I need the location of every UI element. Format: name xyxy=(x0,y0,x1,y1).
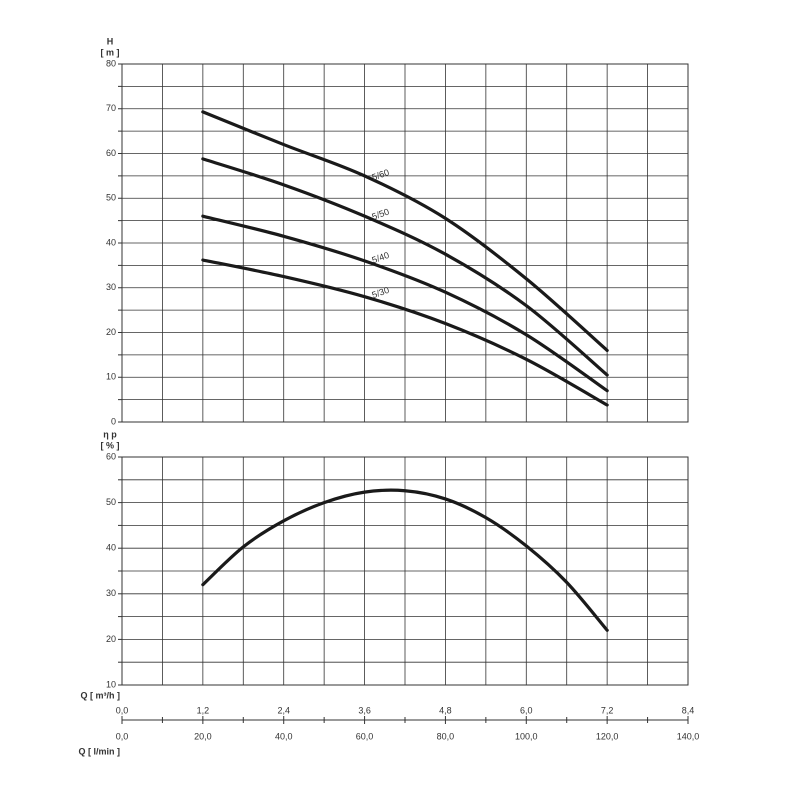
y-tick-label: 30 xyxy=(106,588,116,598)
y-tick-label: 50 xyxy=(106,497,116,507)
series-label: 5/40 xyxy=(371,250,391,265)
y-tick-label: 10 xyxy=(106,679,116,689)
curve xyxy=(201,258,609,407)
y-tick-label: 30 xyxy=(106,282,116,292)
y-tick-label: 20 xyxy=(106,327,116,337)
y-tick-label: 50 xyxy=(106,193,116,203)
curve xyxy=(201,488,609,632)
x-axis-title: Q [ m³/h ] xyxy=(81,690,121,700)
x-tick-label: 7,2 xyxy=(601,705,614,715)
x2-tick-label: 40,0 xyxy=(275,731,293,741)
y-tick-label: 20 xyxy=(106,634,116,644)
x-tick-label: 3,6 xyxy=(358,705,371,715)
x2-tick-label: 0,0 xyxy=(116,731,129,741)
curve xyxy=(201,157,609,377)
series-label: 5/50 xyxy=(371,206,391,221)
y-tick-label: 10 xyxy=(106,372,116,382)
plot-frame xyxy=(121,456,689,686)
y-tick-label: 80 xyxy=(106,58,116,68)
y-axis-title: η p xyxy=(103,429,117,439)
plot-frame xyxy=(121,63,689,423)
y-axis-unit: [ % ] xyxy=(101,440,120,450)
y-axis-title: H xyxy=(107,36,114,46)
y-axis-unit: [ m ] xyxy=(101,47,120,57)
x2-tick-label: 140,0 xyxy=(677,731,700,741)
x-tick-label: 2,4 xyxy=(277,705,290,715)
series-label: 5/30 xyxy=(371,285,391,300)
x2-tick-label: 80,0 xyxy=(437,731,455,741)
curve xyxy=(201,110,609,352)
y-tick-label: 0 xyxy=(111,416,116,426)
curve xyxy=(201,214,609,393)
x-tick-label: 6,0 xyxy=(520,705,533,715)
y-tick-label: 70 xyxy=(106,103,116,113)
y-tick-label: 40 xyxy=(106,543,116,553)
y-tick-label: 60 xyxy=(106,451,116,461)
x2-tick-label: 60,0 xyxy=(356,731,374,741)
x-tick-label: 8,4 xyxy=(682,705,695,715)
series-label: 5/60 xyxy=(371,167,391,182)
y-tick-label: 40 xyxy=(106,237,116,247)
x2-tick-label: 120,0 xyxy=(596,731,619,741)
x2-tick-label: 20,0 xyxy=(194,731,212,741)
x-tick-label: 0,0 xyxy=(116,705,129,715)
x2-axis-title: Q [ l/min ] xyxy=(79,746,121,756)
x-tick-label: 1,2 xyxy=(197,705,210,715)
x2-tick-label: 100,0 xyxy=(515,731,538,741)
y-tick-label: 60 xyxy=(106,148,116,158)
x-tick-label: 4,8 xyxy=(439,705,452,715)
